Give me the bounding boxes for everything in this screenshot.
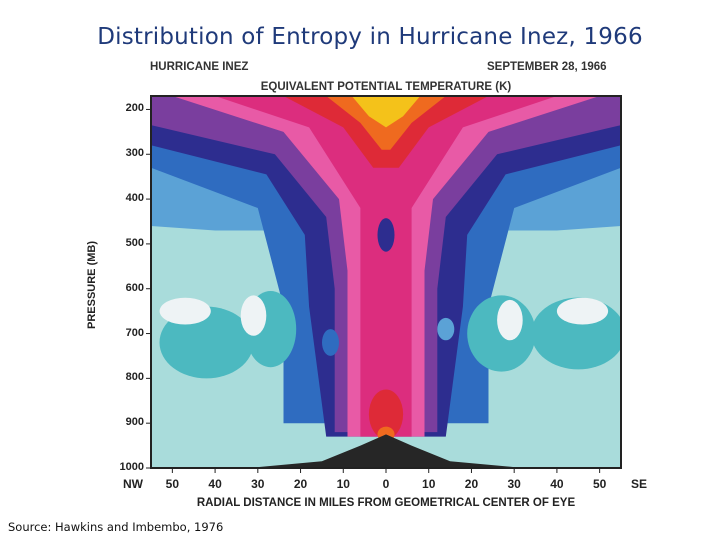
heatmap-field	[151, 96, 621, 468]
y-tick-label-200: 200	[125, 102, 144, 115]
x-tick-label-8: 30	[507, 477, 521, 491]
x-label-nw: NW	[123, 477, 143, 491]
x-label-se: SE	[630, 477, 647, 491]
x-tick-label-1: 40	[208, 477, 222, 491]
contour-cell-13	[437, 317, 455, 341]
terrain-silhouette	[151, 434, 621, 468]
x-tick-label-5: 0	[382, 477, 390, 491]
y-tick-label-1000: 1000	[119, 461, 144, 473]
y-axis-label: PRESSURE (MB)	[86, 240, 98, 330]
x-axis-label: RADIAL DISTANCE IN MILES FROM GEOMETRICA…	[196, 497, 576, 509]
x-tick-label-3: 20	[293, 477, 308, 491]
y-tick-label-800: 800	[125, 371, 144, 384]
x-tick-label-10: 50	[592, 477, 607, 491]
y-tick-label-400: 400	[125, 192, 144, 205]
contour-cell-9	[377, 218, 395, 252]
slide-title: Distribution of Entropy in Hurricane Ine…	[97, 24, 643, 50]
contour-cell-4	[240, 295, 267, 336]
contour-cell-10	[368, 389, 404, 439]
y-tick-label-900: 900	[125, 416, 144, 429]
contour-cell-12	[322, 329, 339, 356]
contour-cell-7	[497, 299, 523, 341]
x-tick-label-9: 40	[550, 477, 564, 491]
x-tick-label-0: 50	[165, 477, 180, 491]
y-tick-label-500: 500	[125, 236, 144, 249]
x-tick-label-4: 10	[336, 477, 350, 491]
chart-header-left: HURRICANE INEZ	[150, 61, 249, 73]
contour-cell-3	[159, 297, 211, 325]
contour-cell-1	[159, 306, 254, 379]
contour-band-6	[215, 96, 557, 437]
y-tick-label-700: 700	[125, 326, 144, 339]
x-tick-label-7: 20	[464, 477, 479, 491]
x-tick-label-2: 30	[251, 477, 265, 491]
x-tick-label-6: 10	[422, 477, 436, 491]
y-tick-label-600: 600	[125, 281, 144, 294]
contour-cell-8	[556, 297, 609, 325]
source-citation: Source: Hawkins and Imbembo, 1976	[8, 520, 224, 534]
chart-title: EQUIVALENT POTENTIAL TEMPERATURE (K)	[260, 81, 512, 93]
chart-header-right: SEPTEMBER 28, 1966	[487, 61, 607, 73]
y-tick-label-300: 300	[125, 147, 144, 160]
contour-band-9	[351, 96, 421, 128]
